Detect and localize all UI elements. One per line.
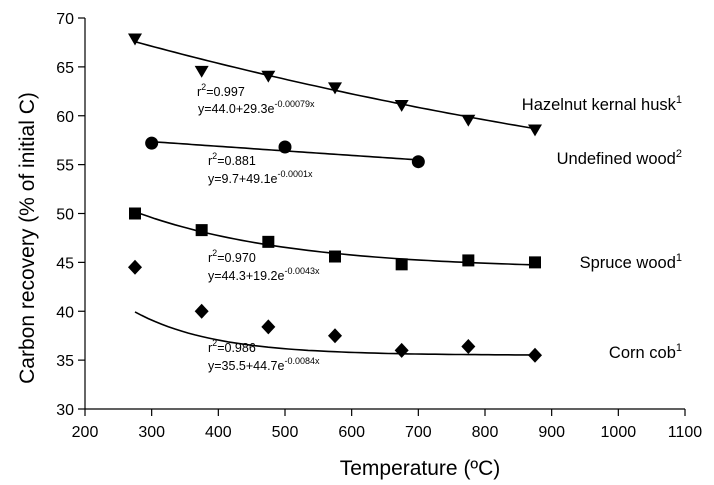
marker-diamond xyxy=(528,347,542,363)
marker-circle xyxy=(145,136,159,150)
r-squared-label: r2=0.881 xyxy=(208,151,256,168)
series-name: Hazelnut kernal husk xyxy=(522,96,677,114)
marker-square xyxy=(329,250,341,263)
r-squared-symbol: r xyxy=(208,251,212,265)
x-tick-label: 1000 xyxy=(601,424,637,441)
marker-triangle-down xyxy=(328,82,342,95)
equation-label: y=44.3+19.2e-0.0043x xyxy=(208,266,320,283)
marker-diamond xyxy=(328,328,342,344)
r-squared-label: r2=0.997 xyxy=(197,82,245,99)
equation-exponent: -0.0043x xyxy=(284,266,320,276)
equation-main: y=44.0+29.3e xyxy=(198,102,275,116)
marker-diamond xyxy=(461,338,476,354)
x-tick-label: 300 xyxy=(138,424,165,441)
marker-triangle-down xyxy=(261,70,276,83)
x-tick-label: 500 xyxy=(272,424,299,441)
series-superscript: 1 xyxy=(676,342,682,354)
marker-square xyxy=(462,254,475,267)
marker-triangle-down xyxy=(394,100,409,112)
marker-square xyxy=(529,256,541,269)
y-tick-label: 40 xyxy=(56,304,74,321)
r-squared-value: =0.881 xyxy=(217,154,256,168)
series-label: Corn cob1 xyxy=(609,342,682,362)
equation-exponent: -0.0084x xyxy=(284,356,320,366)
series-name: Spruce wood xyxy=(580,254,676,272)
fit-curve xyxy=(134,311,536,356)
equation-exponent: -0.00079x xyxy=(274,99,315,109)
equation-label: y=44.0+29.3e-0.00079x xyxy=(198,99,315,116)
y-tick-label: 55 xyxy=(56,158,74,175)
r-squared-symbol: r xyxy=(208,154,212,168)
r-squared-superscript: 2 xyxy=(212,151,217,161)
data-markers xyxy=(128,33,542,363)
marker-triangle-down xyxy=(461,114,476,127)
axes: 30 35 40 45 50 55 60 65 70 200 300 400 500 600 700 800 9… xyxy=(56,11,702,441)
marker-triangle-down xyxy=(128,33,142,46)
marker-square xyxy=(262,235,275,248)
marker-diamond xyxy=(128,259,142,275)
series-label: Hazelnut kernal husk1 xyxy=(522,94,682,114)
series-superscript: 1 xyxy=(676,94,682,106)
equation-main: y=9.7+49.1e xyxy=(208,172,278,186)
r-squared-superscript: 2 xyxy=(212,338,217,348)
marker-square xyxy=(129,207,141,220)
y-tick-label: 50 xyxy=(56,207,74,224)
series-label: Spruce wood1 xyxy=(580,252,682,272)
marker-triangle-down xyxy=(194,65,209,78)
series-label: Undefined wood2 xyxy=(557,148,682,168)
equation-main: y=44.3+19.2e xyxy=(208,269,285,283)
y-tick-label: 45 xyxy=(56,255,74,272)
marker-square xyxy=(395,258,408,271)
r-squared-label: r2=0.986 xyxy=(208,338,256,355)
equation-label: y=35.5+44.7e-0.0084x xyxy=(208,356,320,373)
y-tick-label: 60 xyxy=(56,109,74,126)
marker-circle xyxy=(278,140,292,154)
x-tick-label: 900 xyxy=(538,424,565,441)
y-tick-label: 70 xyxy=(56,11,74,28)
x-tick-label: 800 xyxy=(472,424,499,441)
x-tick-label: 700 xyxy=(405,424,432,441)
marker-diamond xyxy=(394,342,409,358)
x-tick-label: 200 xyxy=(72,424,99,441)
y-tick-label: 65 xyxy=(56,60,74,77)
equation-exponent: -0.0001x xyxy=(278,169,314,179)
r-squared-label: r2=0.970 xyxy=(208,248,256,265)
r-squared-symbol: r xyxy=(197,85,201,99)
marker-diamond xyxy=(194,303,209,319)
r-squared-value: =0.997 xyxy=(206,85,245,99)
r-squared-symbol: r xyxy=(208,341,212,355)
equation-label: y=9.7+49.1e-0.0001x xyxy=(208,169,313,186)
equation-main: y=35.5+44.7e xyxy=(208,359,285,373)
marker-square xyxy=(195,224,208,237)
marker-diamond xyxy=(261,319,276,335)
series-superscript: 1 xyxy=(676,252,682,264)
r-squared-value: =0.986 xyxy=(217,341,256,355)
x-tick-label: 600 xyxy=(338,424,365,441)
x-tick-label: 400 xyxy=(205,424,232,441)
y-tick-label: 35 xyxy=(56,353,74,370)
series-superscript: 2 xyxy=(676,148,682,160)
r-squared-superscript: 2 xyxy=(212,248,217,258)
y-tick-label: 30 xyxy=(56,402,74,419)
r-squared-superscript: 2 xyxy=(201,82,206,92)
y-axis-title: Carbon recovery (% of initial C) xyxy=(16,92,39,384)
marker-circle xyxy=(411,155,425,169)
series-name: Corn cob xyxy=(609,344,676,362)
marker-triangle-down xyxy=(528,124,542,137)
series-name: Undefined wood xyxy=(557,150,676,168)
annotations: Hazelnut kernal husk1r2=0.997y=44.0+29.3… xyxy=(197,82,682,373)
x-axis-title: Temperature (ºC) xyxy=(340,457,501,480)
x-tick-label: 1100 xyxy=(668,424,703,441)
r-squared-value: =0.970 xyxy=(217,251,256,265)
